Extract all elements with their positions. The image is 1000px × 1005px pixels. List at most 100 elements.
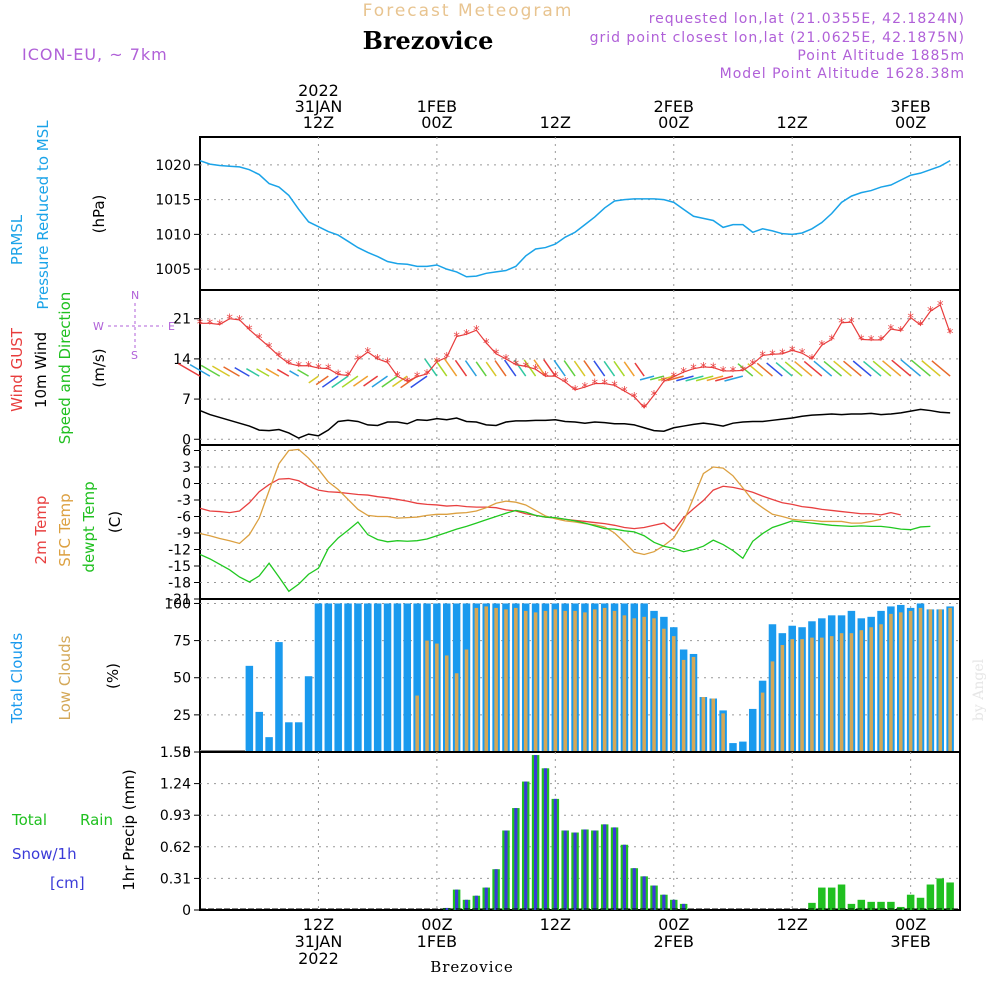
low-cloud-bar [662, 628, 666, 752]
precip-total-bar [847, 903, 856, 910]
gust-marker: * [572, 384, 579, 399]
wind10-line [199, 408, 951, 439]
top-time-label: 00Z [658, 113, 689, 132]
low-cloud-bar [681, 659, 686, 752]
low-cloud-bar [553, 609, 558, 752]
gust-marker: * [749, 358, 756, 373]
bottom-time-label: 2022 [298, 949, 339, 968]
pressure-msl-label: Pressure Reduced to MSL [34, 120, 52, 310]
total-cloud-bar [729, 743, 737, 752]
wind-arrow [843, 360, 862, 377]
precip-snow-label: Snow/1h [12, 845, 77, 863]
gust-marker: * [493, 348, 500, 363]
low-cloud-bar [671, 636, 676, 752]
wind-arrow [603, 360, 616, 377]
gust-marker: * [424, 368, 431, 383]
closest-coords: grid point closest lon,lat (21.0625E, 42… [590, 30, 965, 46]
gust-marker: * [868, 334, 875, 349]
total-cloud-bar [245, 665, 254, 752]
gust-marker: * [266, 341, 273, 356]
gust-marker: * [671, 371, 678, 386]
gust-marker: * [838, 317, 845, 332]
panel-frame [199, 598, 961, 753]
snow-bar [504, 830, 508, 910]
top-time-label: 2FEB [654, 97, 694, 116]
snow-bar [474, 895, 478, 910]
wind-arrow [695, 375, 714, 382]
y-tick-label: 0.62 [160, 840, 191, 856]
total-cloud-bar [265, 737, 273, 752]
precip-total-bar [877, 901, 885, 910]
gust-marker: * [207, 317, 214, 332]
precip-total-label: Total [11, 811, 47, 829]
total-cloud-bar [403, 603, 412, 752]
snow-bar [622, 844, 626, 910]
gust-marker: * [335, 368, 342, 383]
snow-bar [632, 868, 636, 910]
precip-total-bar [887, 901, 895, 910]
y-tick-label: 0 [182, 432, 191, 448]
low-cloud-bar [908, 610, 913, 752]
low-cloud-bar [928, 609, 933, 752]
y-tick-label: -15 [168, 559, 191, 575]
wind-arrow [900, 359, 922, 377]
gust-marker: * [453, 331, 460, 346]
total-cloud-bar [739, 741, 747, 752]
top-time-label: 2022 [298, 81, 339, 100]
precip-total-bar [936, 878, 945, 910]
wind-arrow [200, 364, 221, 377]
gust-marker: * [434, 356, 441, 371]
wind-arrow [464, 360, 477, 377]
gust-marker: * [325, 363, 332, 378]
snow-bar [514, 808, 518, 910]
low-cloud-bar [899, 612, 903, 752]
compass-s: S [131, 349, 138, 362]
gust-marker: * [542, 370, 549, 385]
precip-total-bar [818, 887, 826, 910]
total-cloud-bar [285, 722, 293, 752]
wind-arrow [724, 375, 744, 382]
gust-marker: * [226, 313, 233, 328]
gust-marker: * [641, 402, 648, 417]
low-cloud-bar [632, 618, 637, 752]
top-time-label: 3FEB [890, 97, 930, 116]
gust-marker: * [562, 376, 569, 391]
low-cloud-bar [760, 692, 765, 752]
t2m-label: 2m Temp [32, 496, 50, 565]
wind-arrow [676, 375, 694, 382]
wind-arrow [189, 364, 211, 377]
gust-marker: * [522, 360, 529, 375]
gust-marker: * [374, 353, 381, 368]
low-cloud-bar [484, 606, 489, 752]
low-cloud-bar [602, 607, 607, 752]
wind10-label: 10m Wind [32, 332, 50, 408]
wind-arrow [234, 367, 250, 377]
low-cloud-bar [543, 610, 548, 752]
gust-marker: * [927, 305, 934, 320]
gust-marker: * [345, 370, 352, 385]
model-label: ICON-EU, ~ 7km [22, 45, 168, 64]
y-tick-label: 1010 [155, 227, 191, 243]
y-tick-label: 1020 [155, 158, 191, 174]
low-cloud-bar [563, 610, 567, 752]
low-cloud-bar [938, 609, 943, 752]
wind-arrow [803, 360, 823, 377]
wind-arrow [533, 359, 547, 377]
gust-marker: * [720, 365, 727, 380]
gust-marker: * [384, 356, 391, 371]
gust-marker: * [552, 370, 559, 385]
gust-marker: * [246, 324, 253, 339]
low-cloud-bar [642, 616, 646, 752]
gust-marker: * [216, 318, 223, 333]
low-cloud-bar [711, 698, 716, 752]
wind-arrow [593, 360, 606, 377]
wind-arrow [315, 375, 329, 386]
panel-1: 1005 1010 1015 1020 [155, 136, 961, 291]
wind-arrow [715, 375, 734, 382]
low-cloud-bar [701, 697, 706, 752]
wind-arrow [443, 358, 458, 377]
gust-marker: * [236, 314, 243, 329]
